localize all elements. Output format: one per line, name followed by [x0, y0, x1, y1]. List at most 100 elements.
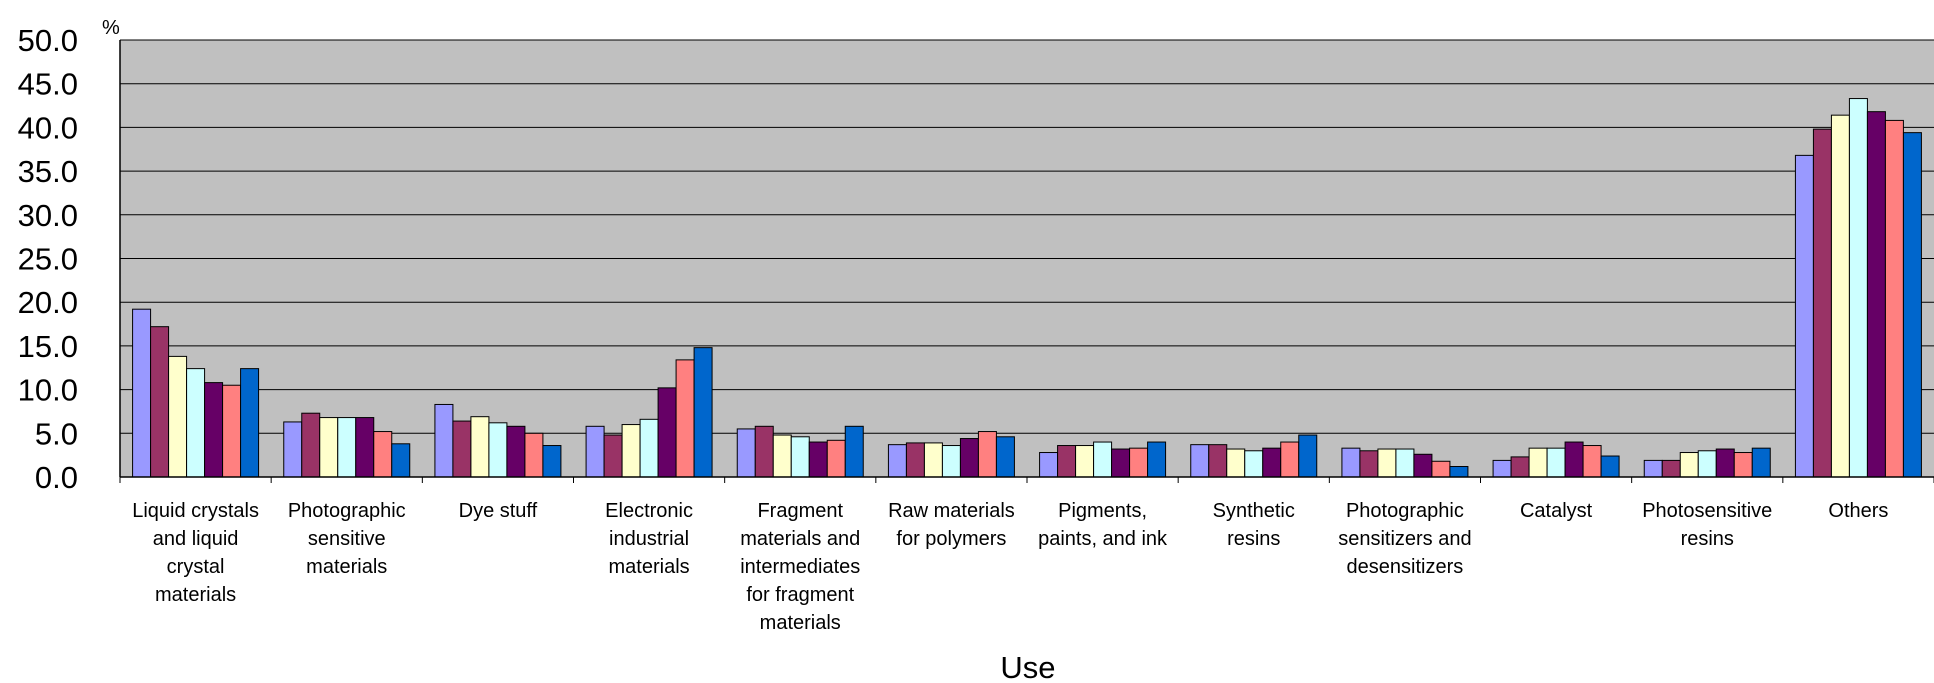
y-tick-label: 35.0: [18, 154, 78, 189]
bar: [1341, 447, 1361, 478]
bar: [1057, 445, 1077, 478]
bar: [790, 436, 810, 478]
bar: [1226, 448, 1246, 478]
bar: [639, 418, 659, 478]
bar: [905, 442, 925, 478]
bar: [1866, 111, 1886, 478]
bar: [1093, 441, 1113, 478]
category-label: Others: [1828, 500, 1888, 522]
bar: [1679, 452, 1699, 478]
x-axis-title: Use: [1000, 650, 1055, 683]
y-tick-label: 15.0: [18, 329, 78, 364]
y-tick-label: 45.0: [18, 67, 78, 102]
category-label: Synthetic resins: [1213, 500, 1295, 550]
bar: [1147, 441, 1167, 478]
bar: [1751, 447, 1771, 478]
bar: [1262, 447, 1282, 478]
bar: [772, 434, 792, 478]
bar: [301, 412, 321, 478]
category-label: Dye stuff: [459, 500, 538, 522]
bar: [391, 443, 411, 478]
bar: [887, 444, 907, 478]
y-tick-label: 40.0: [18, 110, 78, 145]
bar: [1244, 450, 1264, 478]
y-tick-label: 20.0: [18, 285, 78, 320]
bar: [808, 441, 828, 478]
bar: [470, 416, 490, 478]
y-tick-label: 0.0: [35, 460, 78, 495]
bar: [373, 431, 393, 478]
bar: [959, 438, 979, 478]
bar: [1190, 444, 1210, 478]
category-label: Electronic industrial materials: [605, 500, 693, 578]
category-label: Fragment materials and intermediates for fr…: [740, 500, 860, 634]
bar: [1298, 434, 1318, 478]
bar: [603, 434, 623, 478]
bar: [168, 355, 188, 478]
gridlines: [120, 39, 1934, 434]
bar: [941, 445, 961, 478]
bar: [132, 308, 152, 478]
bar: [1395, 448, 1415, 478]
bar: [1413, 453, 1433, 478]
bar: [621, 424, 641, 478]
bar: [1492, 459, 1512, 478]
bar: [675, 359, 695, 478]
bar: [585, 425, 605, 478]
bar: [506, 425, 526, 478]
bar: [1546, 447, 1566, 478]
bar: [150, 326, 170, 478]
y-tick-label: 30.0: [18, 198, 78, 233]
bar: [1902, 132, 1922, 478]
bar: [1359, 450, 1379, 478]
bar: [1280, 441, 1300, 478]
y-tick-label: 5.0: [35, 416, 78, 451]
bar: [319, 417, 339, 478]
y-tick-label: 50.0: [18, 23, 78, 58]
bar: [1431, 460, 1451, 478]
bar: [1812, 128, 1832, 478]
bar: [1848, 98, 1868, 478]
bar: [826, 439, 846, 478]
bar: [283, 421, 303, 478]
bar: [693, 347, 713, 478]
bar: [524, 432, 544, 478]
y-tick-label: 25.0: [18, 242, 78, 277]
category-labels: Liquid crystals and liquid crystal material…: [132, 500, 1888, 634]
bar: [1039, 452, 1059, 478]
bar: [1582, 445, 1602, 478]
x-tick-marks: [119, 477, 1934, 483]
bar: [1661, 459, 1681, 478]
y-tick-labels: 0.0 5.0 10.0 15.0 20.0 25.0 30.0 35.0 40.0 45.0 50…: [18, 23, 78, 495]
bar: [186, 368, 206, 478]
bar: [923, 442, 943, 478]
category-label: Catalyst: [1520, 500, 1593, 522]
bar: [1564, 441, 1584, 478]
bar: [1377, 448, 1397, 478]
bar: [1600, 455, 1620, 478]
bar: [1449, 466, 1469, 478]
bar: [1528, 447, 1548, 478]
category-label: Raw materials for polymers: [888, 500, 1015, 550]
bar: [222, 384, 242, 478]
bar: [1884, 119, 1904, 478]
bar: [1075, 445, 1095, 478]
bar: [1830, 114, 1850, 478]
bar: [488, 422, 508, 478]
bar: [1794, 154, 1814, 478]
bar: [754, 425, 774, 478]
bar: [542, 445, 562, 478]
category-label: Pigments, paints, and ink: [1038, 500, 1168, 550]
bar: [355, 417, 375, 478]
bar: [995, 436, 1015, 478]
y-tick-label: 10.0: [18, 373, 78, 408]
bar: [1715, 448, 1735, 478]
category-label: Photographic sensitive materials: [288, 500, 406, 578]
bar: [452, 420, 472, 478]
bar: [1733, 452, 1753, 478]
category-label: Liquid crystals and liquid crystal material…: [132, 500, 259, 606]
bar: [1510, 456, 1530, 478]
bar: [337, 417, 357, 478]
category-label: Photographic sensitizers and desensitizers: [1338, 500, 1471, 578]
